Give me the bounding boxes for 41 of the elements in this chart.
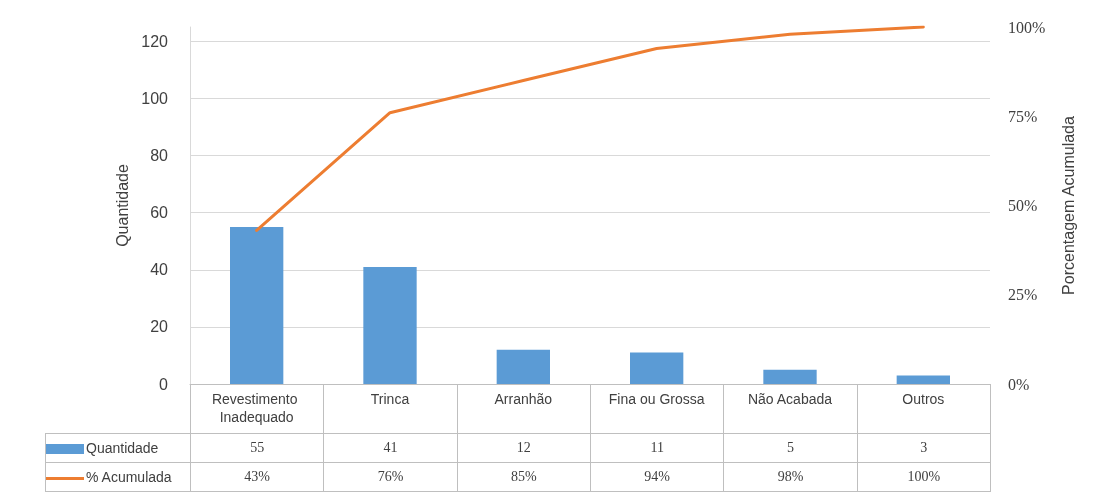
x-tick-label: Revestimento Inadequado xyxy=(211,391,302,425)
bar xyxy=(496,349,550,384)
x-tick-label: Fina ou Grossa xyxy=(608,391,705,407)
y-tick-label: 120 xyxy=(141,32,169,50)
data-label: 76% xyxy=(323,462,458,492)
bar xyxy=(230,226,284,384)
bar xyxy=(630,352,684,384)
data-label: 5 xyxy=(723,433,858,463)
bar xyxy=(896,375,950,384)
data-label: 11 xyxy=(590,433,724,463)
y2-tick-label: 25% xyxy=(1008,286,1038,304)
x-tick-label: Arranhão xyxy=(494,391,553,407)
y-axis-title: Quantidade xyxy=(113,164,131,247)
x-tick-label: Outros xyxy=(902,391,945,407)
y-tick-label: 60 xyxy=(150,204,169,222)
y-tick-label: 20 xyxy=(150,318,169,336)
y-tick-label: 80 xyxy=(150,147,169,165)
y-tick-label: 100 xyxy=(141,89,169,107)
y-tick-label: 40 xyxy=(150,261,169,279)
data-label: 98% xyxy=(723,462,858,492)
y2-tick-label: 0% xyxy=(1008,375,1030,393)
y2-tick-label: 75% xyxy=(1008,107,1038,125)
data-label: 94% xyxy=(590,462,724,492)
x-tick-label: Trinca xyxy=(370,391,410,407)
data-label: 85% xyxy=(457,462,591,492)
data-label: 41 xyxy=(323,433,458,463)
y2-axis-title: Porcentagem Acumulada xyxy=(1059,116,1077,295)
y-tick-label: 0 xyxy=(159,375,169,393)
legend-label: % Acumulada xyxy=(45,462,191,492)
legend-label: Quantidade xyxy=(45,433,191,463)
line-series xyxy=(255,25,925,232)
x-tick-label: Não Acabada xyxy=(747,391,833,407)
bar xyxy=(363,266,417,384)
data-label: 100% xyxy=(857,462,991,492)
data-label: 43% xyxy=(190,462,324,492)
y2-tick-label: 50% xyxy=(1008,197,1038,214)
data-label: 55 xyxy=(190,433,324,463)
data-label: 3 xyxy=(857,433,991,463)
data-label: 12 xyxy=(457,433,591,463)
bar xyxy=(763,369,817,384)
y2-tick-label: 100% xyxy=(1008,18,1046,36)
